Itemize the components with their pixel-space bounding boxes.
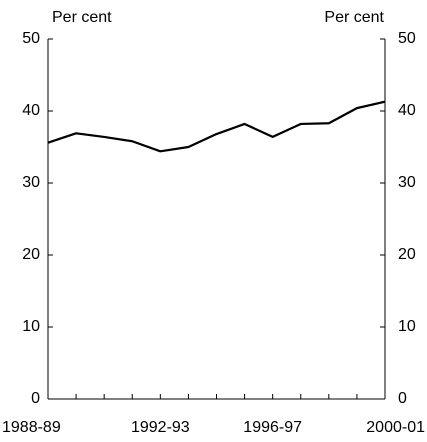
y2-axis-label: Per cent	[324, 9, 384, 26]
y-tick-label: 40	[22, 102, 40, 119]
y-tick-label: 50	[22, 30, 40, 47]
y-tick-label: 30	[22, 174, 40, 191]
x-tick-label: 1996-97	[243, 419, 302, 436]
y-tick-label: 20	[22, 246, 40, 263]
y2-tick-label: 50	[398, 30, 416, 47]
y-tick-label: 0	[31, 390, 40, 407]
y2-tick-label: 20	[398, 246, 416, 263]
y-axis-label: Per cent	[52, 9, 112, 26]
line-series	[47, 100, 386, 153]
y-tick-label: 10	[22, 318, 40, 335]
y2-tick-label: 0	[398, 390, 407, 407]
x-tick-label: 1992-93	[131, 419, 190, 436]
y2-tick-label: 30	[398, 174, 416, 191]
y2-tick-label: 40	[398, 102, 416, 119]
y2-tick-label: 10	[398, 318, 416, 335]
x-tick-label: 1988-89	[2, 419, 61, 436]
x-tick-label: 2000-01	[366, 419, 425, 436]
